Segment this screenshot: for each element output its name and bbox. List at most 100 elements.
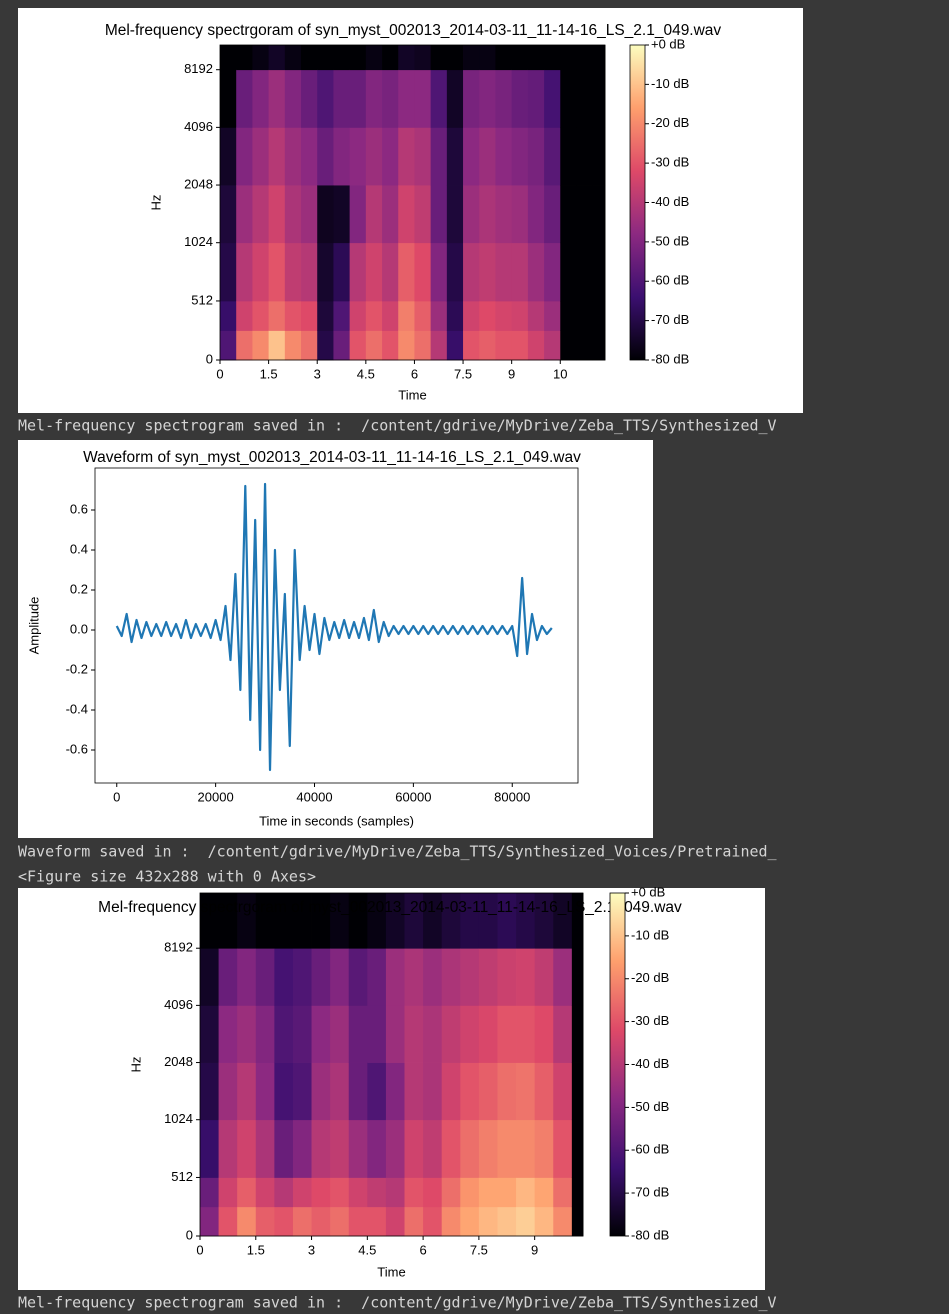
heatmap-cell [460, 893, 480, 949]
heatmap-cell [349, 300, 367, 331]
heatmap-cell [317, 69, 334, 128]
heatmap-cell [333, 185, 351, 244]
heatmap-cell [398, 300, 415, 331]
heatmap-cell [495, 300, 513, 331]
heatmap-cell [385, 1177, 405, 1208]
x-tick-label: 4.5 [357, 366, 375, 381]
heatmap-cell [404, 1005, 424, 1063]
heatmap-cell [252, 185, 270, 244]
heatmap-cell [268, 185, 286, 244]
x-axis-label: Time in seconds (samples) [259, 813, 414, 828]
colorbar-tick-label: -50 dB [631, 1099, 669, 1114]
heatmap-cell [571, 1177, 584, 1208]
heatmap-cell [560, 300, 577, 331]
y-axis-label: Amplitude [26, 597, 41, 655]
heatmap-cell [252, 127, 270, 186]
y-tick-label: 0.6 [70, 501, 88, 516]
heatmap-cell [284, 242, 302, 302]
colorbar-tick-label: -80 dB [651, 351, 689, 366]
heatmap-cell [218, 1062, 238, 1121]
heatmap-cell [200, 1206, 219, 1237]
x-tick-label: 4.5 [358, 1242, 376, 1257]
colorbar-tick-label: -60 dB [631, 1142, 669, 1157]
heatmap-cell [527, 300, 545, 331]
heatmap-cell [348, 948, 368, 1006]
heatmap-cell [301, 242, 318, 302]
heatmap-cell [404, 1062, 424, 1121]
heatmap-cell [200, 948, 219, 1006]
heatmap-cell [495, 242, 513, 302]
heatmap-cell [218, 893, 238, 949]
heatmap-cell [311, 893, 331, 949]
heatmap-cell [446, 300, 464, 331]
heatmap-cell [495, 69, 513, 128]
heatmap-cell [200, 1005, 219, 1063]
x-tick-label: 0 [216, 366, 223, 381]
heatmap-cell [311, 948, 331, 1006]
heatmap-cell [218, 1206, 238, 1237]
heatmap-cell [497, 1119, 517, 1178]
heatmap-cell [423, 1119, 443, 1178]
heatmap-cell [516, 893, 536, 949]
heatmap-cell [479, 300, 496, 331]
heatmap-cell [236, 45, 253, 71]
y-axis-label: Hz [148, 195, 163, 211]
heatmap-cell [220, 69, 237, 128]
heatmap-cell [592, 45, 606, 71]
heatmap-cell [301, 300, 318, 331]
heatmap-cell [463, 69, 480, 128]
heatmap-cell [511, 45, 529, 71]
heatmap-cell [237, 1206, 257, 1237]
heatmap-cell [220, 300, 237, 331]
heatmap-cell [252, 242, 270, 302]
heatmap-cell [255, 1119, 275, 1178]
y-tick-label: 0.4 [70, 541, 88, 556]
heatmap-cell [441, 1062, 461, 1121]
heatmap-cell [218, 1177, 238, 1208]
heatmap-cell [237, 893, 257, 949]
heatmap-cell [255, 948, 275, 1006]
heatmap-cell [292, 1206, 312, 1237]
colorbar-tick-label: -30 dB [651, 155, 689, 170]
colorbar-tick-label: -20 dB [631, 970, 669, 985]
heatmap-cell [330, 1062, 350, 1121]
heatmap-cell [592, 69, 606, 128]
heatmap-cell [365, 45, 383, 71]
y-tick-label: 4096 [184, 119, 213, 134]
heatmap-cell [592, 330, 606, 361]
heatmap-cell [404, 893, 424, 949]
x-tick-label: 20000 [198, 789, 234, 804]
x-tick-label: 1.5 [260, 366, 278, 381]
heatmap-cell [592, 127, 606, 186]
output-line: Mel-frequency spectrogram saved in : /co… [18, 417, 777, 435]
heatmap-cell [268, 127, 286, 186]
heatmap-cell [495, 127, 513, 186]
colorbar-tick-label: -60 dB [651, 273, 689, 288]
chart-title: Mel-frequency spectrgoram of myst_002013… [98, 899, 682, 916]
heatmap-cell [495, 185, 513, 244]
heatmap-cell [576, 69, 594, 128]
heatmap-cell [414, 300, 432, 331]
heatmap-cell [398, 242, 415, 302]
heatmap-cell [414, 185, 432, 244]
heatmap-cell [527, 185, 545, 244]
heatmap-cell [218, 948, 238, 1006]
heatmap-cell [446, 330, 464, 361]
heatmap-cell [255, 893, 275, 949]
heatmap-cell [311, 1062, 331, 1121]
colorbar [609, 892, 626, 1237]
y-tick-label: 8192 [184, 61, 213, 76]
heatmap-cell [553, 948, 573, 1006]
heatmap-cell [268, 45, 286, 71]
heatmap-cell [497, 1062, 517, 1121]
y-tick-label: -0.4 [66, 701, 88, 716]
heatmap-cell [330, 1206, 350, 1237]
heatmap-cell [348, 1206, 368, 1237]
heatmap-cell [516, 1062, 536, 1121]
heatmap-cell [333, 242, 351, 302]
x-tick-label: 7.5 [470, 1242, 488, 1257]
axes-frame [94, 467, 579, 784]
heatmap-cell [553, 1119, 573, 1178]
heatmap-cell [553, 1177, 573, 1208]
